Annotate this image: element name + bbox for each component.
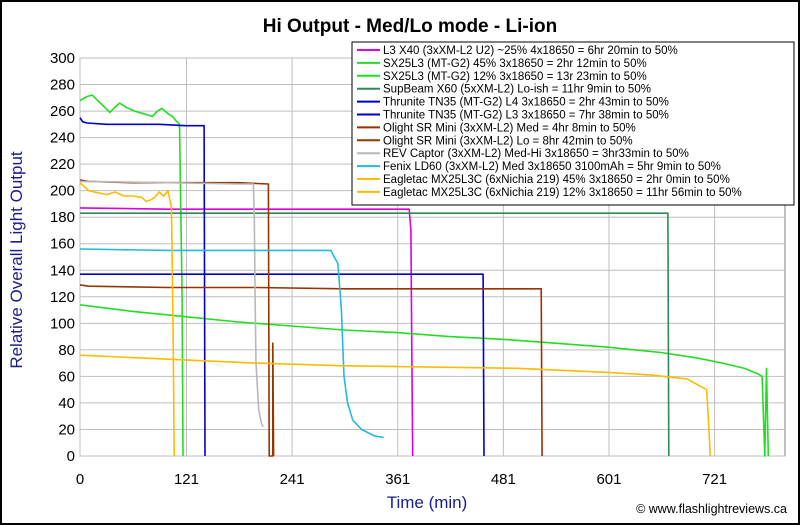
legend-entry: Fenix LD60 (3xXM-L2) Med 3x18650 3100mAh…	[383, 161, 721, 173]
series-lines	[79, 94, 770, 457]
legend-entry: REV Captor (3xXM-L2) Med-Hi 3x18650 = 3h…	[383, 148, 689, 160]
legend-entry: Olight SR Mini (3xXM-L2) Lo = 8hr 42min …	[383, 135, 633, 147]
series-line	[80, 273, 485, 457]
y-tick-label: 260	[50, 103, 75, 120]
legend-box	[351, 41, 795, 206]
x-tick-label: 241	[280, 471, 305, 488]
x-tick-label: 721	[702, 471, 727, 488]
series-line	[79, 117, 206, 457]
y-tick-label: 280	[50, 77, 75, 94]
credit-text: © www.flashlightreviews.ca	[636, 502, 787, 516]
series-line	[79, 94, 184, 457]
chart-title: Hi Output - Med/Lo mode - Li-ion	[263, 16, 557, 37]
y-tick-label: 180	[50, 209, 75, 226]
y-tick-label: 120	[50, 289, 75, 306]
y-axis-label: Relative Overall Light Output	[7, 151, 26, 369]
x-tick-label: 121	[174, 471, 199, 488]
x-tick-label: 361	[385, 471, 410, 488]
series-line	[79, 304, 770, 457]
y-tick-label: 300	[50, 50, 75, 67]
y-tick-label: 140	[50, 262, 75, 279]
legend-entry: SupBeam X60 (5xXM-L2) Lo-ish = 11hr 9min…	[383, 84, 651, 96]
y-tick-label: 220	[50, 156, 75, 173]
series-line	[79, 248, 384, 439]
x-axis-ticks: 0 121 241 361 481 601 721	[76, 471, 727, 488]
y-tick-label: 160	[50, 236, 75, 253]
y-tick-label: 20	[58, 421, 75, 438]
legend-entry: Thrunite TN35 (MT-G2) L4 3x18650 = 2hr 4…	[383, 97, 669, 109]
y-tick-label: 40	[58, 395, 75, 412]
x-axis-label: Time (min)	[387, 493, 468, 512]
x-tick-label: 481	[491, 471, 516, 488]
y-tick-label: 0	[67, 448, 75, 465]
legend-entry: L3 X40 (3xXM-L2 U2) ~25% 4x18650 = 6hr 2…	[383, 45, 678, 57]
series-line	[79, 180, 264, 428]
legend-entry: SX25L3 (MT-G2) 12% 3x18650 = 13r 23min t…	[383, 71, 647, 83]
legend-entry: Eagletac MX25L3C (6xNichia 219) 45% 3x18…	[383, 174, 730, 186]
y-tick-label: 240	[50, 130, 75, 147]
legend-entry: Thrunite TN35 (MT-G2) L3 3x18650 = 7hr 3…	[383, 110, 669, 122]
series-line	[79, 354, 711, 457]
legend: L3 X40 (3xXM-L2 U2) ~25% 4x18650 = 6hr 2…	[351, 41, 795, 206]
series-line	[79, 284, 543, 457]
y-tick-label: 80	[58, 342, 75, 359]
y-tick-label: 60	[58, 368, 75, 385]
series-line	[79, 207, 414, 457]
legend-entry: Eagletac MX25L3C (6xNichia 219) 12% 3x18…	[383, 187, 742, 199]
x-tick-label: 601	[596, 471, 621, 488]
legend-entry: SX25L3 (MT-G2) 45% 3x18650 = 2hr 12min t…	[383, 58, 647, 70]
series-line	[79, 182, 175, 457]
series-line	[80, 212, 670, 457]
y-tick-label: 100	[50, 315, 75, 332]
y-tick-label: 200	[50, 183, 75, 200]
x-tick-label: 0	[76, 471, 84, 488]
legend-entry: Olight SR Mini (3xXM-L2) Med = 4hr 8min …	[383, 122, 636, 134]
y-axis-ticks: 0 20 40 60 80 100 120 140 160 180 200 220 240 260 280 3…	[50, 50, 75, 465]
